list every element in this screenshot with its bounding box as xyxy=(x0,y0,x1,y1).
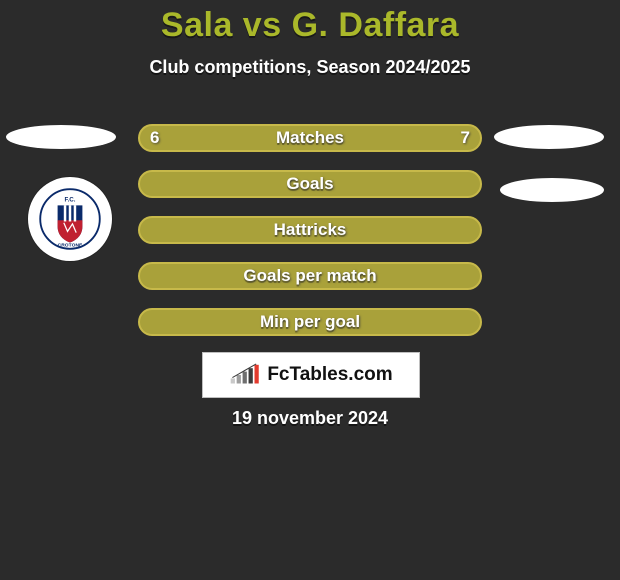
stat-label: Goals per match xyxy=(243,266,376,286)
player-slot-left xyxy=(6,125,116,149)
comparison-subtitle: Club competitions, Season 2024/2025 xyxy=(0,57,620,78)
player-slot-right xyxy=(494,125,604,149)
player-slot-right-club xyxy=(500,178,604,202)
comparison-title: Sala vs G. Daffara xyxy=(0,0,620,45)
club-badge-left: F.C. CROTONE xyxy=(28,177,112,261)
stat-bar-matches: 6 Matches 7 xyxy=(138,124,482,152)
svg-text:F.C.: F.C. xyxy=(65,197,76,204)
stat-label: Min per goal xyxy=(260,312,360,332)
svg-text:CROTONE: CROTONE xyxy=(58,242,83,248)
fctables-logo[interactable]: FcTables.com xyxy=(202,352,420,398)
stat-bar-goals: Goals xyxy=(138,170,482,198)
club-crest-icon: F.C. CROTONE xyxy=(39,188,101,250)
fctables-logo-text: FcTables.com xyxy=(267,364,392,386)
stat-label: Goals xyxy=(286,174,333,194)
stat-bar-list: 6 Matches 7 Goals Hattricks Goals per ma… xyxy=(138,124,482,354)
stat-bar-hattricks: Hattricks xyxy=(138,216,482,244)
bar-chart-icon xyxy=(229,363,263,387)
stat-bar-min-per-goal: Min per goal xyxy=(138,308,482,336)
stat-bar-goals-per-match: Goals per match xyxy=(138,262,482,290)
snapshot-date: 19 november 2024 xyxy=(0,408,620,429)
stat-label: Hattricks xyxy=(274,220,347,240)
stat-value-left: 6 xyxy=(150,126,159,150)
stat-value-right: 7 xyxy=(461,126,470,150)
stat-label: Matches xyxy=(276,128,344,148)
